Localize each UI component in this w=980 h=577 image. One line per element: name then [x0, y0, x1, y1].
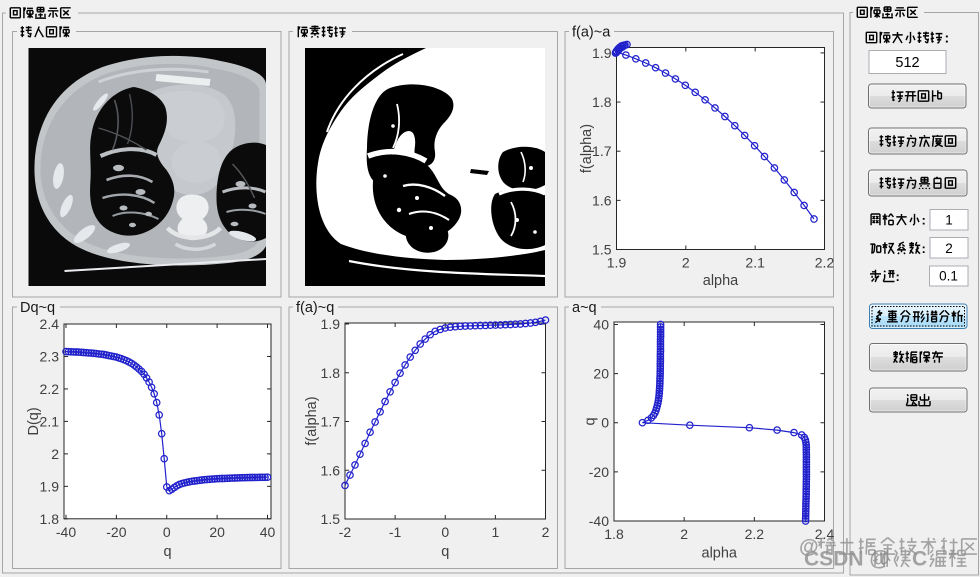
- svg-text::: :: [922, 241, 926, 256]
- svg-text:40: 40: [260, 524, 276, 540]
- svg-text:f(alpha): f(alpha): [304, 396, 320, 445]
- svg-text:alpha: alpha: [702, 546, 738, 562]
- svg-text:-1: -1: [389, 524, 402, 540]
- svg-text:2.3: 2.3: [40, 348, 60, 364]
- svg-text:1.8: 1.8: [604, 526, 624, 542]
- svg-text:f(alpha): f(alpha): [579, 124, 595, 173]
- svg-text:Dq~q: Dq~q: [20, 300, 55, 316]
- svg-text:1.8: 1.8: [592, 94, 612, 110]
- svg-text:1.9: 1.9: [40, 478, 60, 494]
- svg-text:40: 40: [593, 316, 609, 332]
- svg-text:-2: -2: [339, 524, 352, 540]
- svg-text:1.7: 1.7: [592, 143, 612, 159]
- svg-text:512: 512: [895, 55, 919, 71]
- svg-text::: :: [896, 269, 900, 284]
- svg-text:1: 1: [945, 213, 953, 228]
- svg-text:1.6: 1.6: [321, 462, 341, 478]
- svg-text:2.2: 2.2: [815, 255, 835, 271]
- svg-text:2: 2: [682, 255, 690, 271]
- svg-text:0.1: 0.1: [939, 269, 958, 284]
- svg-text:1.8: 1.8: [40, 511, 60, 527]
- svg-text:-40: -40: [56, 524, 76, 540]
- svg-text:CSDN @: CSDN @: [804, 548, 890, 571]
- svg-text:f(a)~q: f(a)~q: [296, 300, 334, 316]
- svg-text:1.9: 1.9: [592, 45, 612, 61]
- svg-text:D(q): D(q): [26, 407, 42, 435]
- svg-text:C: C: [912, 548, 927, 571]
- svg-text:-20: -20: [589, 464, 609, 480]
- svg-text:2: 2: [680, 526, 688, 542]
- svg-text:1.9: 1.9: [321, 316, 341, 332]
- svg-text:2: 2: [945, 241, 953, 256]
- svg-text:1: 1: [491, 524, 499, 540]
- svg-text:-20: -20: [106, 524, 126, 540]
- svg-text:1.5: 1.5: [321, 511, 341, 527]
- svg-text:a~q: a~q: [572, 300, 597, 316]
- svg-text:q: q: [441, 544, 449, 560]
- svg-text:0: 0: [163, 524, 171, 540]
- svg-text:2: 2: [542, 524, 550, 540]
- svg-text::: :: [922, 213, 926, 228]
- svg-text:2: 2: [51, 446, 59, 462]
- svg-text:q: q: [583, 417, 599, 425]
- svg-text:0: 0: [441, 524, 449, 540]
- svg-text:2.1: 2.1: [40, 413, 60, 429]
- svg-text:q: q: [163, 544, 171, 560]
- svg-text:2.2: 2.2: [745, 526, 765, 542]
- svg-text:f(a)~a: f(a)~a: [572, 25, 611, 41]
- svg-text:20: 20: [209, 524, 225, 540]
- svg-text:2.4: 2.4: [40, 316, 60, 332]
- svg-text:2.2: 2.2: [40, 381, 60, 397]
- svg-text:1.6: 1.6: [592, 192, 612, 208]
- svg-text:2.1: 2.1: [745, 255, 765, 271]
- svg-text:alpha: alpha: [703, 273, 739, 289]
- svg-text:0: 0: [601, 415, 609, 431]
- svg-text:@: @: [799, 536, 819, 558]
- svg-text:1.9: 1.9: [607, 255, 627, 271]
- svg-text:-40: -40: [589, 513, 609, 529]
- svg-text:1.8: 1.8: [321, 365, 341, 381]
- svg-text::: :: [945, 30, 950, 46]
- svg-text:1.5: 1.5: [592, 242, 612, 258]
- svg-text:20: 20: [593, 366, 609, 382]
- svg-text:1.7: 1.7: [321, 414, 341, 430]
